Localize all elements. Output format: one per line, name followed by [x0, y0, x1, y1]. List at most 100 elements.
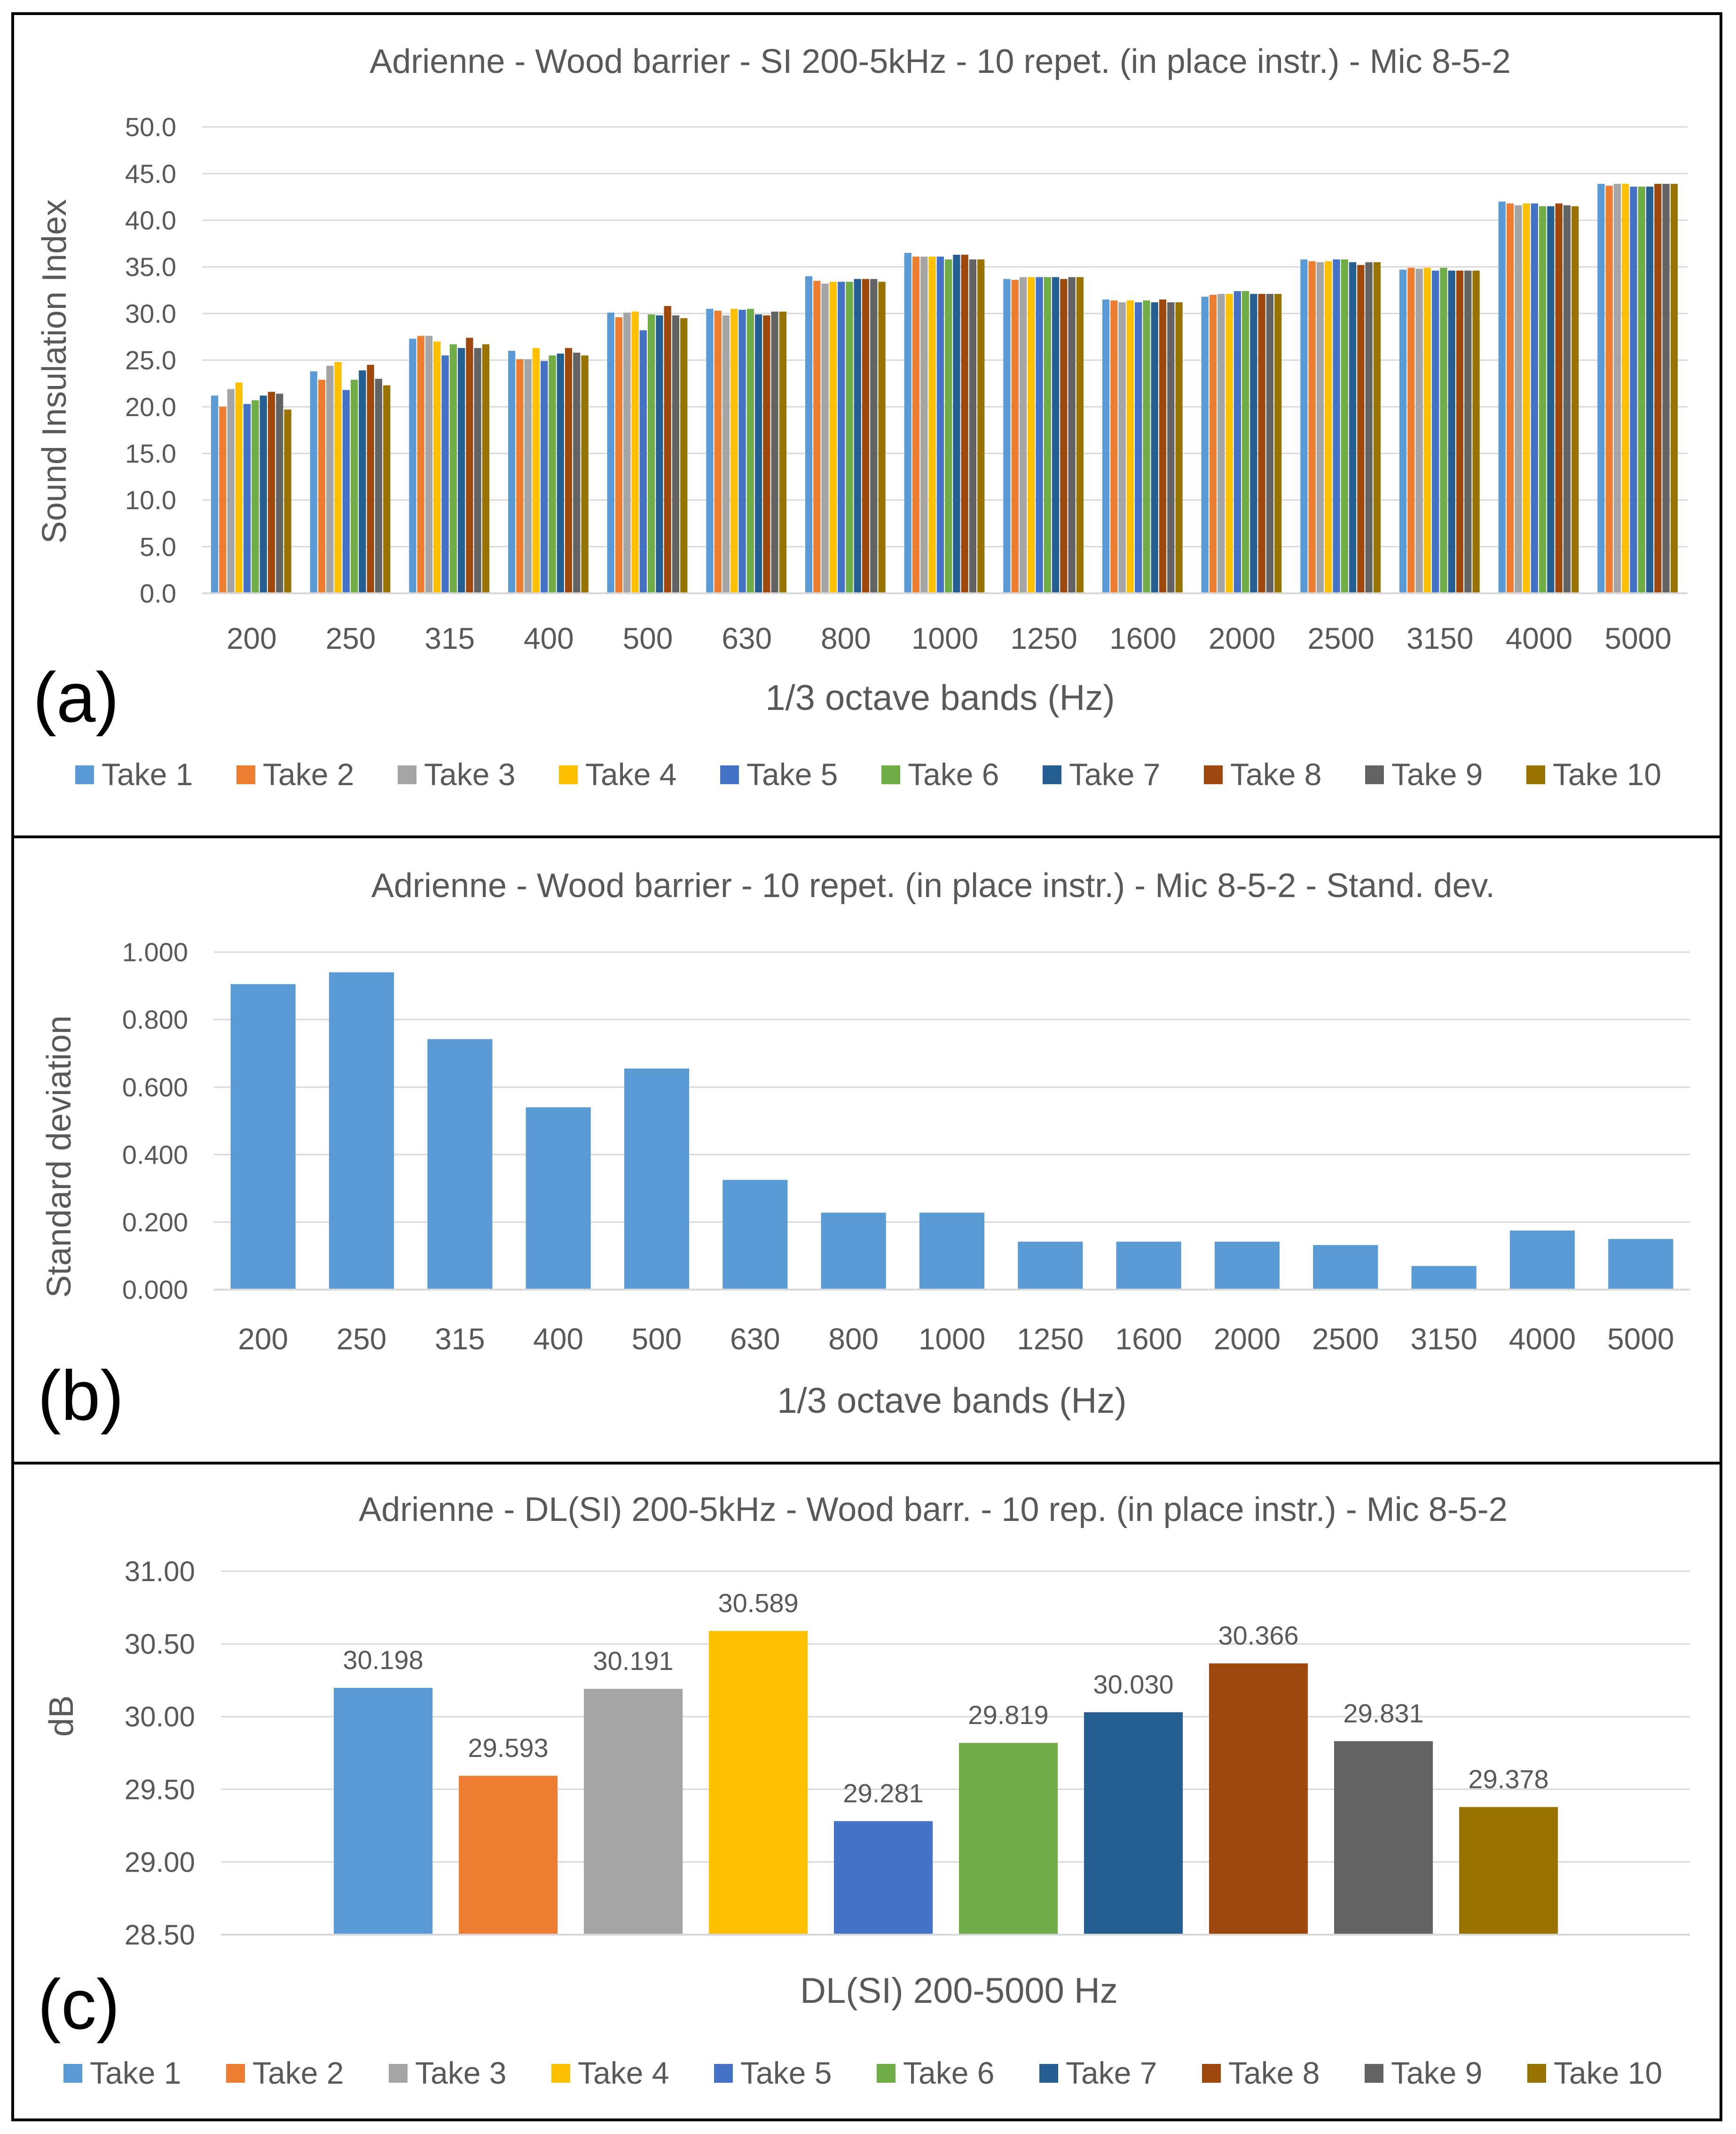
chart-a-bar: [607, 312, 614, 593]
chart-a-bar: [1218, 294, 1225, 593]
chart-a-bar: [441, 355, 449, 593]
chart-a-bar: [1333, 259, 1340, 593]
chart-a-bar: [1044, 277, 1051, 593]
chart-2-ytick-label: 29.50: [125, 1774, 195, 1805]
chart-c-legend-swatch: [63, 2064, 82, 2083]
chart-a-bar: [936, 256, 944, 593]
chart-a-xlabel: 1/3 octave bands (Hz): [765, 678, 1115, 718]
chart-a-bar: [763, 315, 770, 593]
chart-c-legend-label: Take 9: [1391, 2055, 1482, 2090]
chart-c-data-label: 29.819: [968, 1700, 1048, 1730]
panel-b-label: (b): [38, 1356, 124, 1435]
chart-a-bar: [746, 308, 754, 593]
chart-a-bar: [474, 348, 481, 593]
chart-0-ytick-label: 20.0: [125, 392, 176, 422]
chart-c-bar: [459, 1776, 558, 1935]
chart-a-bar: [1316, 262, 1324, 593]
chart-a-xtick-label: 800: [821, 622, 871, 655]
chart-a-bar: [829, 282, 837, 593]
chart-c-legend-swatch: [1365, 2064, 1383, 2083]
chart-a-bar: [928, 256, 936, 593]
chart-b-ytick-labels: 0.000 0.200 0.400 0.600 0.800 1.000: [122, 937, 188, 1305]
chart-b-bar: [1214, 1242, 1280, 1290]
chart-c-legend-label: Take 7: [1066, 2055, 1157, 2090]
chart-a-legend-swatch: [236, 765, 255, 784]
chart-b-bar: [1116, 1242, 1181, 1290]
chart-a-bar: [1423, 268, 1431, 593]
chart-c-bar: [1084, 1712, 1183, 1935]
chart-a-bar: [375, 378, 383, 593]
chart-a-bar: [532, 348, 540, 593]
chart-a-bar: [731, 308, 738, 593]
chart-a-bar: [1325, 261, 1332, 593]
chart-b-bar: [1018, 1242, 1083, 1290]
chart-a-bar: [1151, 302, 1158, 593]
chart-a-bar: [854, 279, 861, 593]
chart-b-bar: [1608, 1239, 1673, 1290]
chart-a-bar: [1613, 184, 1621, 593]
chart-b-xtick-label: 400: [533, 1322, 583, 1356]
chart-a-legend-swatch: [559, 765, 578, 784]
chart-b-xtick-label: 2500: [1312, 1322, 1379, 1356]
chart-b-xtick-label: 3150: [1410, 1322, 1477, 1356]
chart-a-legend-swatch: [881, 765, 900, 784]
chart-b-ylabel: Standard deviation: [40, 1016, 78, 1298]
chart-a-bar: [367, 364, 374, 593]
chart-a-legend-swatch: [1526, 765, 1545, 784]
chart-a-bar: [466, 338, 473, 593]
chart-a-bar: [1630, 186, 1637, 593]
chart-a-bar: [1135, 302, 1142, 593]
chart-a-bar: [326, 365, 334, 593]
chart-a-bar: [1547, 206, 1555, 593]
chart-a-bar: [211, 395, 219, 593]
chart-a-bar: [754, 314, 762, 593]
chart-2-ytick-label: 31.00: [125, 1556, 195, 1587]
chart-b-bar: [427, 1039, 493, 1290]
chart-c-legend-swatch: [877, 2064, 895, 2083]
chart-a-legend-swatch: [720, 765, 739, 784]
chart-a-bar: [1440, 268, 1447, 593]
chart-a-bar: [318, 379, 326, 593]
chart-a-bar: [244, 404, 251, 593]
chart-a-bar: [1638, 186, 1645, 593]
chart-a-bar: [409, 339, 416, 593]
chart-0-ytick-label: 35.0: [125, 252, 176, 282]
chart-a-bar: [557, 354, 564, 593]
chart-0-ytick-label: 50.0: [125, 112, 176, 142]
chart-a-bar: [953, 254, 960, 593]
chart-a-bar: [1233, 291, 1241, 593]
chart-a-bar: [1126, 300, 1134, 593]
chart-a-bar: [1662, 184, 1670, 593]
chart-a-xtick-label: 315: [424, 622, 475, 655]
chart-a-legend-swatch: [398, 765, 416, 784]
chart-a-xtick-label: 2500: [1307, 622, 1374, 655]
chart-0-ytick-label: 5.0: [140, 532, 176, 561]
chart-b-bar: [723, 1180, 788, 1290]
chart-a-xtick-label: 400: [524, 622, 574, 655]
chart-a-bar: [1209, 295, 1217, 593]
chart-a-bar: [838, 282, 845, 593]
chart-1-ytick-label: 0.200: [122, 1207, 188, 1237]
chart-a-legend-swatch: [1043, 765, 1061, 784]
chart-2-ytick-label: 29.00: [125, 1846, 195, 1878]
chart-a-bar: [1472, 270, 1480, 593]
chart-1-ytick-label: 0.000: [122, 1275, 188, 1305]
chart-a-bar: [334, 362, 342, 593]
chart-a-bar: [1052, 277, 1060, 593]
chart-a-bar: [664, 306, 671, 593]
chart-2-ytick-label: 28.50: [125, 1919, 195, 1951]
chart-c-bars: [221, 1631, 1690, 1936]
panel-a-label: (a): [33, 658, 119, 737]
chart-c-legend-label: Take 5: [740, 2055, 832, 2090]
chart-c-bar: [584, 1689, 683, 1935]
chart-b-bar: [230, 984, 296, 1290]
chart-a-bar: [227, 389, 235, 593]
chart-a-bar: [383, 385, 391, 593]
chart-c-legend-swatch: [1527, 2064, 1546, 2083]
chart-a-legend-label: Take 8: [1230, 757, 1321, 792]
chart-a-bar: [1003, 279, 1011, 593]
chart-b-bar: [919, 1213, 985, 1290]
chart-a-bar: [1266, 294, 1274, 593]
chart-a-bar: [1407, 268, 1415, 593]
